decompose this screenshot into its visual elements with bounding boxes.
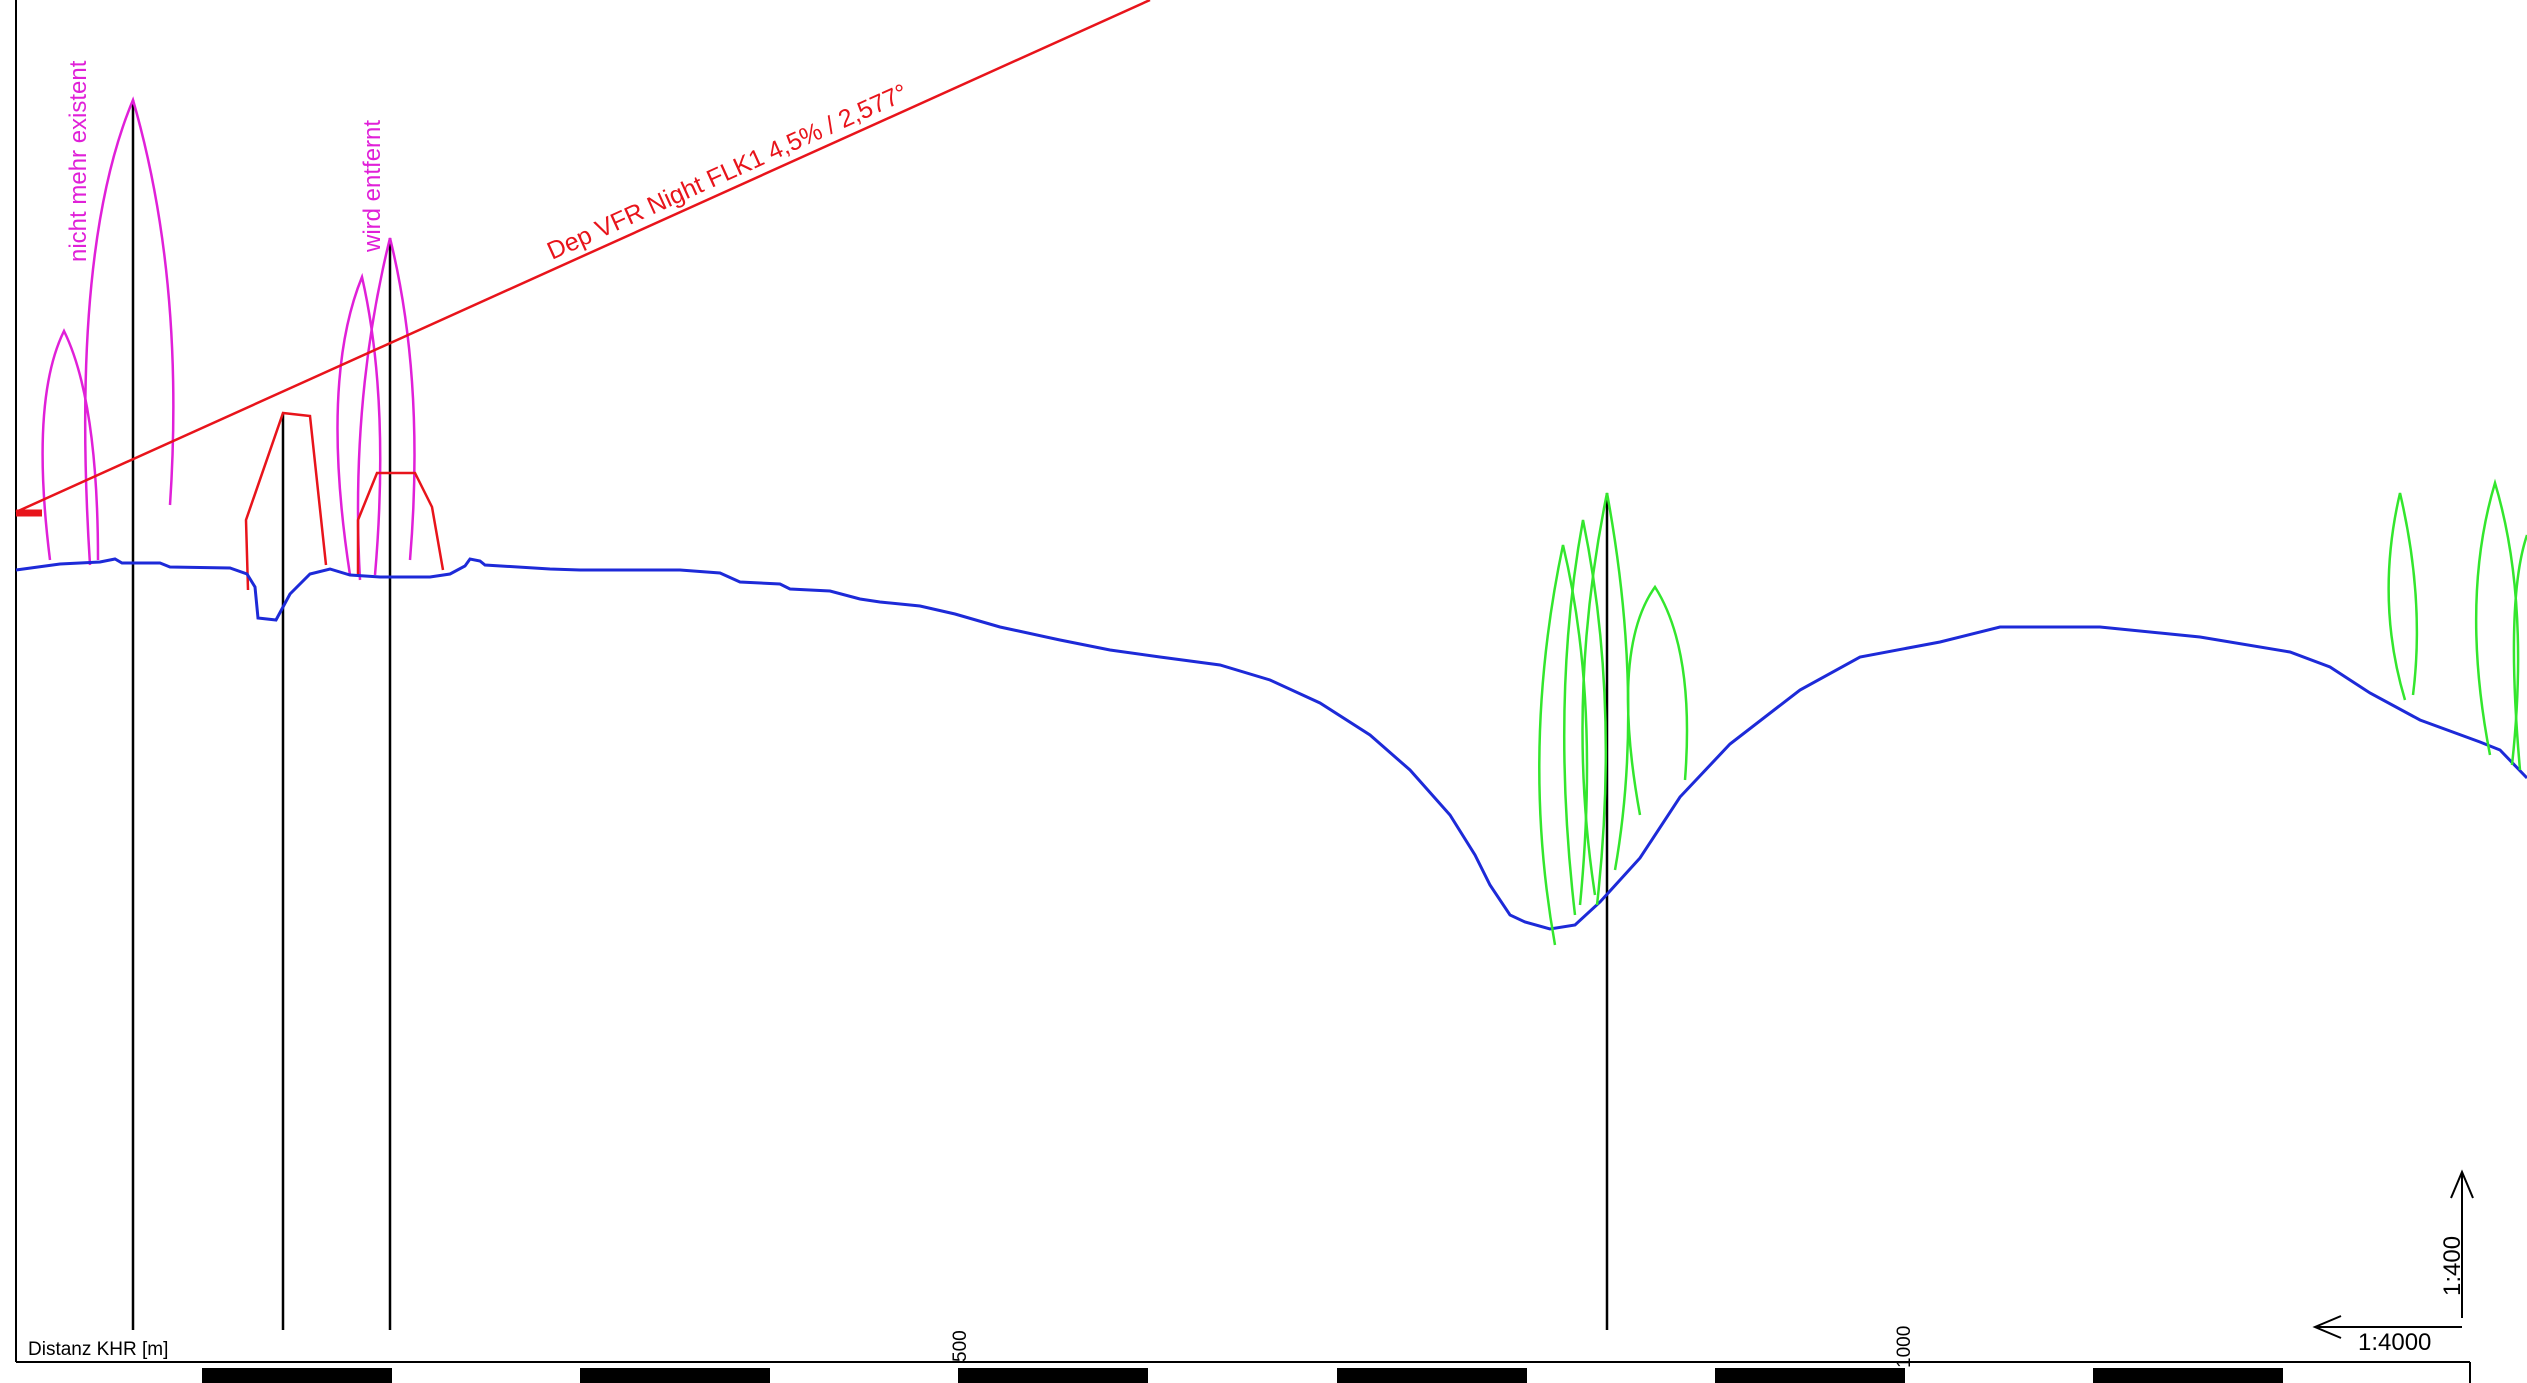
tree-existing-5 [2387, 492, 2419, 701]
annotation-wird-entfernt: wird entfernt [359, 120, 386, 253]
tick-label-500: 500 [950, 1330, 971, 1362]
tree-existing-6 [2474, 478, 2520, 766]
drawing-frame [15, 0, 2471, 1383]
tick-label-1000: 1000 [1894, 1326, 1915, 1368]
scale-segment [1337, 1368, 1527, 1383]
horizontal-scale-label: 1:4000 [2358, 1329, 2431, 1356]
scale-segment [1715, 1368, 1905, 1383]
tree-existing-7 [2512, 534, 2527, 771]
obstacle-poles [131, 100, 1609, 1330]
distance-scale-bar [202, 1368, 2283, 1383]
buildings [244, 411, 445, 591]
tree-removed-1 [41, 328, 100, 561]
tree-existing-1 [1538, 544, 1589, 946]
terrain-profile [15, 557, 2527, 931]
vertical-scale-label: 1:400 [2439, 1236, 2466, 1296]
existing-trees [1538, 478, 2527, 946]
tree-removed-2 [83, 96, 175, 566]
tree-existing-4 [1626, 584, 1689, 816]
scale-segment [958, 1368, 1148, 1383]
tree-existing-3 [1581, 492, 1630, 896]
tree-existing-2 [1562, 519, 1608, 916]
approach-label: Dep VFR Night FLK1 4,5% / 2,577° [543, 79, 912, 266]
tree-removed-4 [356, 237, 416, 581]
annotation-nicht-mehr-existent: nicht mehr existent [65, 60, 92, 262]
scale-segment [2093, 1368, 2283, 1383]
approach-surface: Dep VFR Night FLK1 4,5% / 2,577° [15, 0, 1151, 517]
scale-segment [202, 1368, 392, 1383]
horizontal-scale-arrow-icon [2312, 1315, 2462, 1339]
axis-label: Distanz KHR [m] [28, 1339, 168, 1360]
building-1 [244, 411, 328, 591]
scale-segment [580, 1368, 770, 1383]
building-2 [356, 471, 445, 575]
approach-line [15, 0, 1151, 514]
tree-removed-3 [336, 272, 382, 576]
scale-indicator: 1:400 1:4000 [2312, 1169, 2474, 1356]
vertical-scale-arrow-icon [2450, 1169, 2474, 1318]
removed-trees [41, 96, 416, 581]
